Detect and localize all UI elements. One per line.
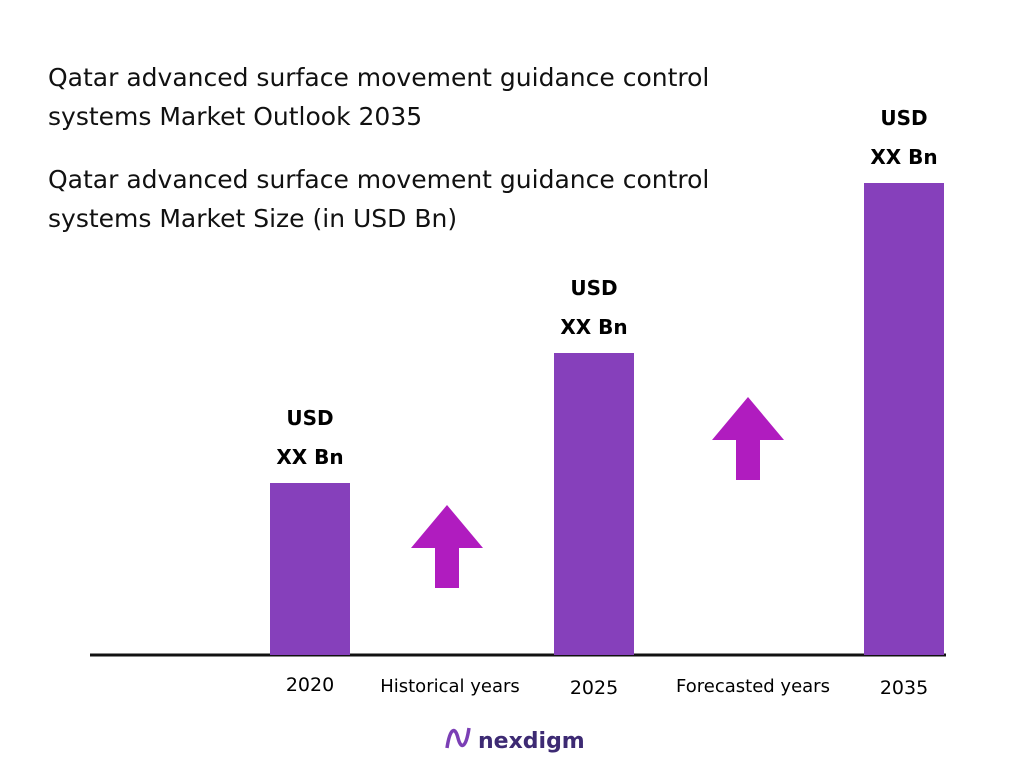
logo: nexdigm xyxy=(445,727,585,754)
data-label: XX Bn xyxy=(870,145,937,169)
chart-subtitle: Qatar advanced surface movement guidance… xyxy=(48,165,710,233)
data-label: USD xyxy=(286,406,333,430)
bar xyxy=(554,353,634,655)
growth-arrow xyxy=(411,505,483,588)
x-tick-label: 2035 xyxy=(880,677,928,699)
data-label: USD xyxy=(880,106,927,130)
growth-arrow xyxy=(712,397,784,480)
bar xyxy=(270,483,350,655)
logo-text: nexdigm xyxy=(478,729,585,754)
annotation: Forecasted years xyxy=(676,676,830,697)
data-label: XX Bn xyxy=(276,445,343,469)
x-tick-label: 2020 xyxy=(286,674,334,696)
annotation: Historical years xyxy=(380,676,520,697)
bar xyxy=(864,183,944,655)
data-label: XX Bn xyxy=(560,315,627,339)
chart-title: Qatar advanced surface movement guidance… xyxy=(48,63,710,131)
data-label: USD xyxy=(570,276,617,300)
logo-mark xyxy=(445,727,471,749)
x-tick-label: 2025 xyxy=(570,677,618,699)
